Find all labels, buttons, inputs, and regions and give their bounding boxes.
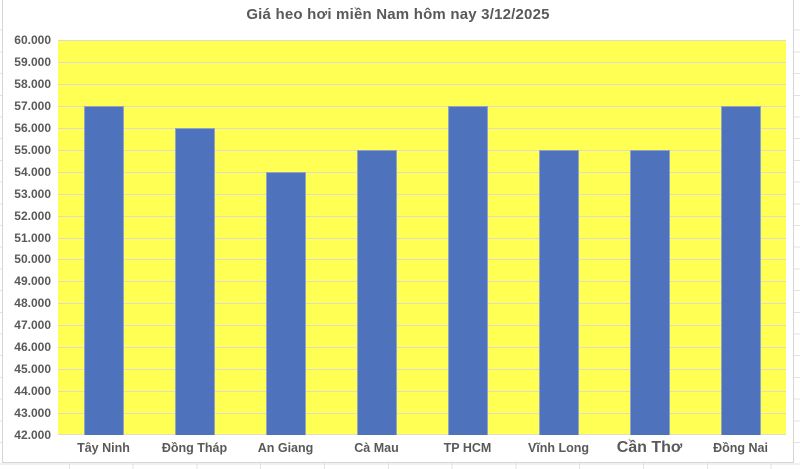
y-tick-label: 56.000 (14, 120, 51, 135)
y-tick-label: 44.000 (14, 384, 51, 399)
gridline (58, 347, 786, 349)
plot-area[interactable] (58, 40, 786, 435)
x-axis: Tây Ninh Đồng Tháp An Giang Cà Mau TP HCM Vĩn… (58, 438, 786, 462)
y-tick-label: 51.000 (14, 230, 51, 245)
gridline (58, 127, 786, 129)
gridline (58, 434, 786, 435)
x-axis-label: Đồng Tháp (161, 441, 228, 455)
x-axis-label: TP HCM (443, 441, 492, 455)
bar[interactable] (83, 105, 124, 435)
bar-slot (604, 40, 695, 435)
y-tick-label: 60.000 (14, 33, 51, 47)
y-tick-label: 57.000 (14, 98, 51, 113)
x-axis-label: Cần Thơ (616, 439, 683, 456)
chart-title: Giá heo hơi miền Nam hôm nay 3/12/2025 (246, 6, 550, 23)
gridline (58, 171, 786, 173)
gridline (58, 237, 786, 239)
y-tick-label: 46.000 (14, 340, 51, 355)
gridline (58, 325, 786, 327)
gridline (58, 149, 786, 151)
y-axis: 60.000 59.000 58.000 57.000 56.000 55.000 54.0… (3, 33, 51, 442)
bar-slot (331, 40, 422, 435)
gridline (58, 369, 786, 371)
x-axis-label: An Giang (257, 441, 314, 455)
y-tick-label: 55.000 (14, 142, 51, 157)
y-tick-label: 45.000 (14, 362, 51, 377)
gridline (58, 391, 786, 393)
bar[interactable] (447, 105, 488, 435)
gridline (58, 61, 786, 63)
gridline (58, 193, 786, 195)
chart[interactable]: Giá heo hơi miền Nam hôm nay 3/12/2025 6… (2, 0, 794, 463)
y-tick-label: 48.000 (14, 296, 51, 311)
bar[interactable] (356, 149, 397, 435)
gridline (58, 83, 786, 85)
y-tick-label: 53.000 (14, 186, 51, 201)
x-axis-label: Vĩnh Long (527, 441, 590, 455)
y-tick-label: 50.000 (14, 252, 51, 267)
x-axis-label: Tây Ninh (77, 441, 130, 455)
bar[interactable] (629, 149, 670, 435)
y-tick-label: 52.000 (14, 208, 51, 223)
y-tick-label: 49.000 (14, 274, 51, 289)
gridline (58, 281, 786, 283)
y-tick-label: 47.000 (14, 318, 51, 333)
y-tick-label: 43.000 (14, 406, 51, 421)
bar-slot (422, 40, 513, 435)
bars (58, 40, 786, 435)
gridline (58, 40, 786, 41)
bar[interactable] (538, 149, 579, 435)
x-axis-label: Cà Mau (354, 441, 399, 455)
bar[interactable] (174, 127, 215, 435)
gridline (58, 413, 786, 415)
y-tick-label: 42.000 (14, 428, 51, 442)
bar-slot (695, 40, 786, 435)
y-tick-label: 58.000 (14, 76, 51, 91)
gridline (58, 105, 786, 107)
gridline (58, 215, 786, 217)
bar-slot (58, 40, 149, 435)
bar-slot (513, 40, 604, 435)
bar[interactable] (265, 171, 306, 435)
y-tick-label: 59.000 (14, 54, 51, 69)
bar[interactable] (720, 105, 761, 435)
bar-slot (149, 40, 240, 435)
bar-slot (240, 40, 331, 435)
gridline (58, 303, 786, 305)
gridline (58, 259, 786, 261)
x-axis-label: Đồng Nai (713, 441, 768, 455)
y-tick-label: 54.000 (14, 164, 51, 179)
